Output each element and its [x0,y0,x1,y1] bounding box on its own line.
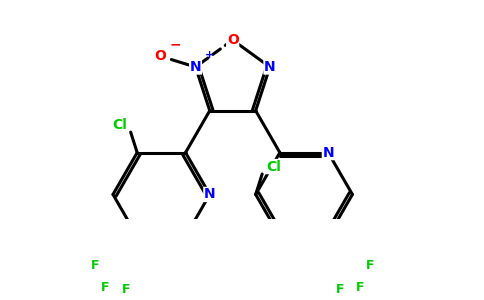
Text: O: O [154,49,166,63]
Text: F: F [91,259,99,272]
Text: N: N [264,60,276,74]
Text: Cl: Cl [112,118,127,132]
Text: F: F [356,281,364,294]
Text: Cl: Cl [266,160,281,174]
Text: F: F [121,283,130,296]
Text: N: N [190,60,201,74]
Text: O: O [227,33,239,47]
Text: N: N [204,188,215,202]
Text: −: − [169,38,181,51]
Text: N: N [322,146,334,160]
Text: F: F [335,283,344,296]
Text: F: F [101,281,109,294]
Text: F: F [366,259,375,272]
Text: +: + [205,50,214,60]
